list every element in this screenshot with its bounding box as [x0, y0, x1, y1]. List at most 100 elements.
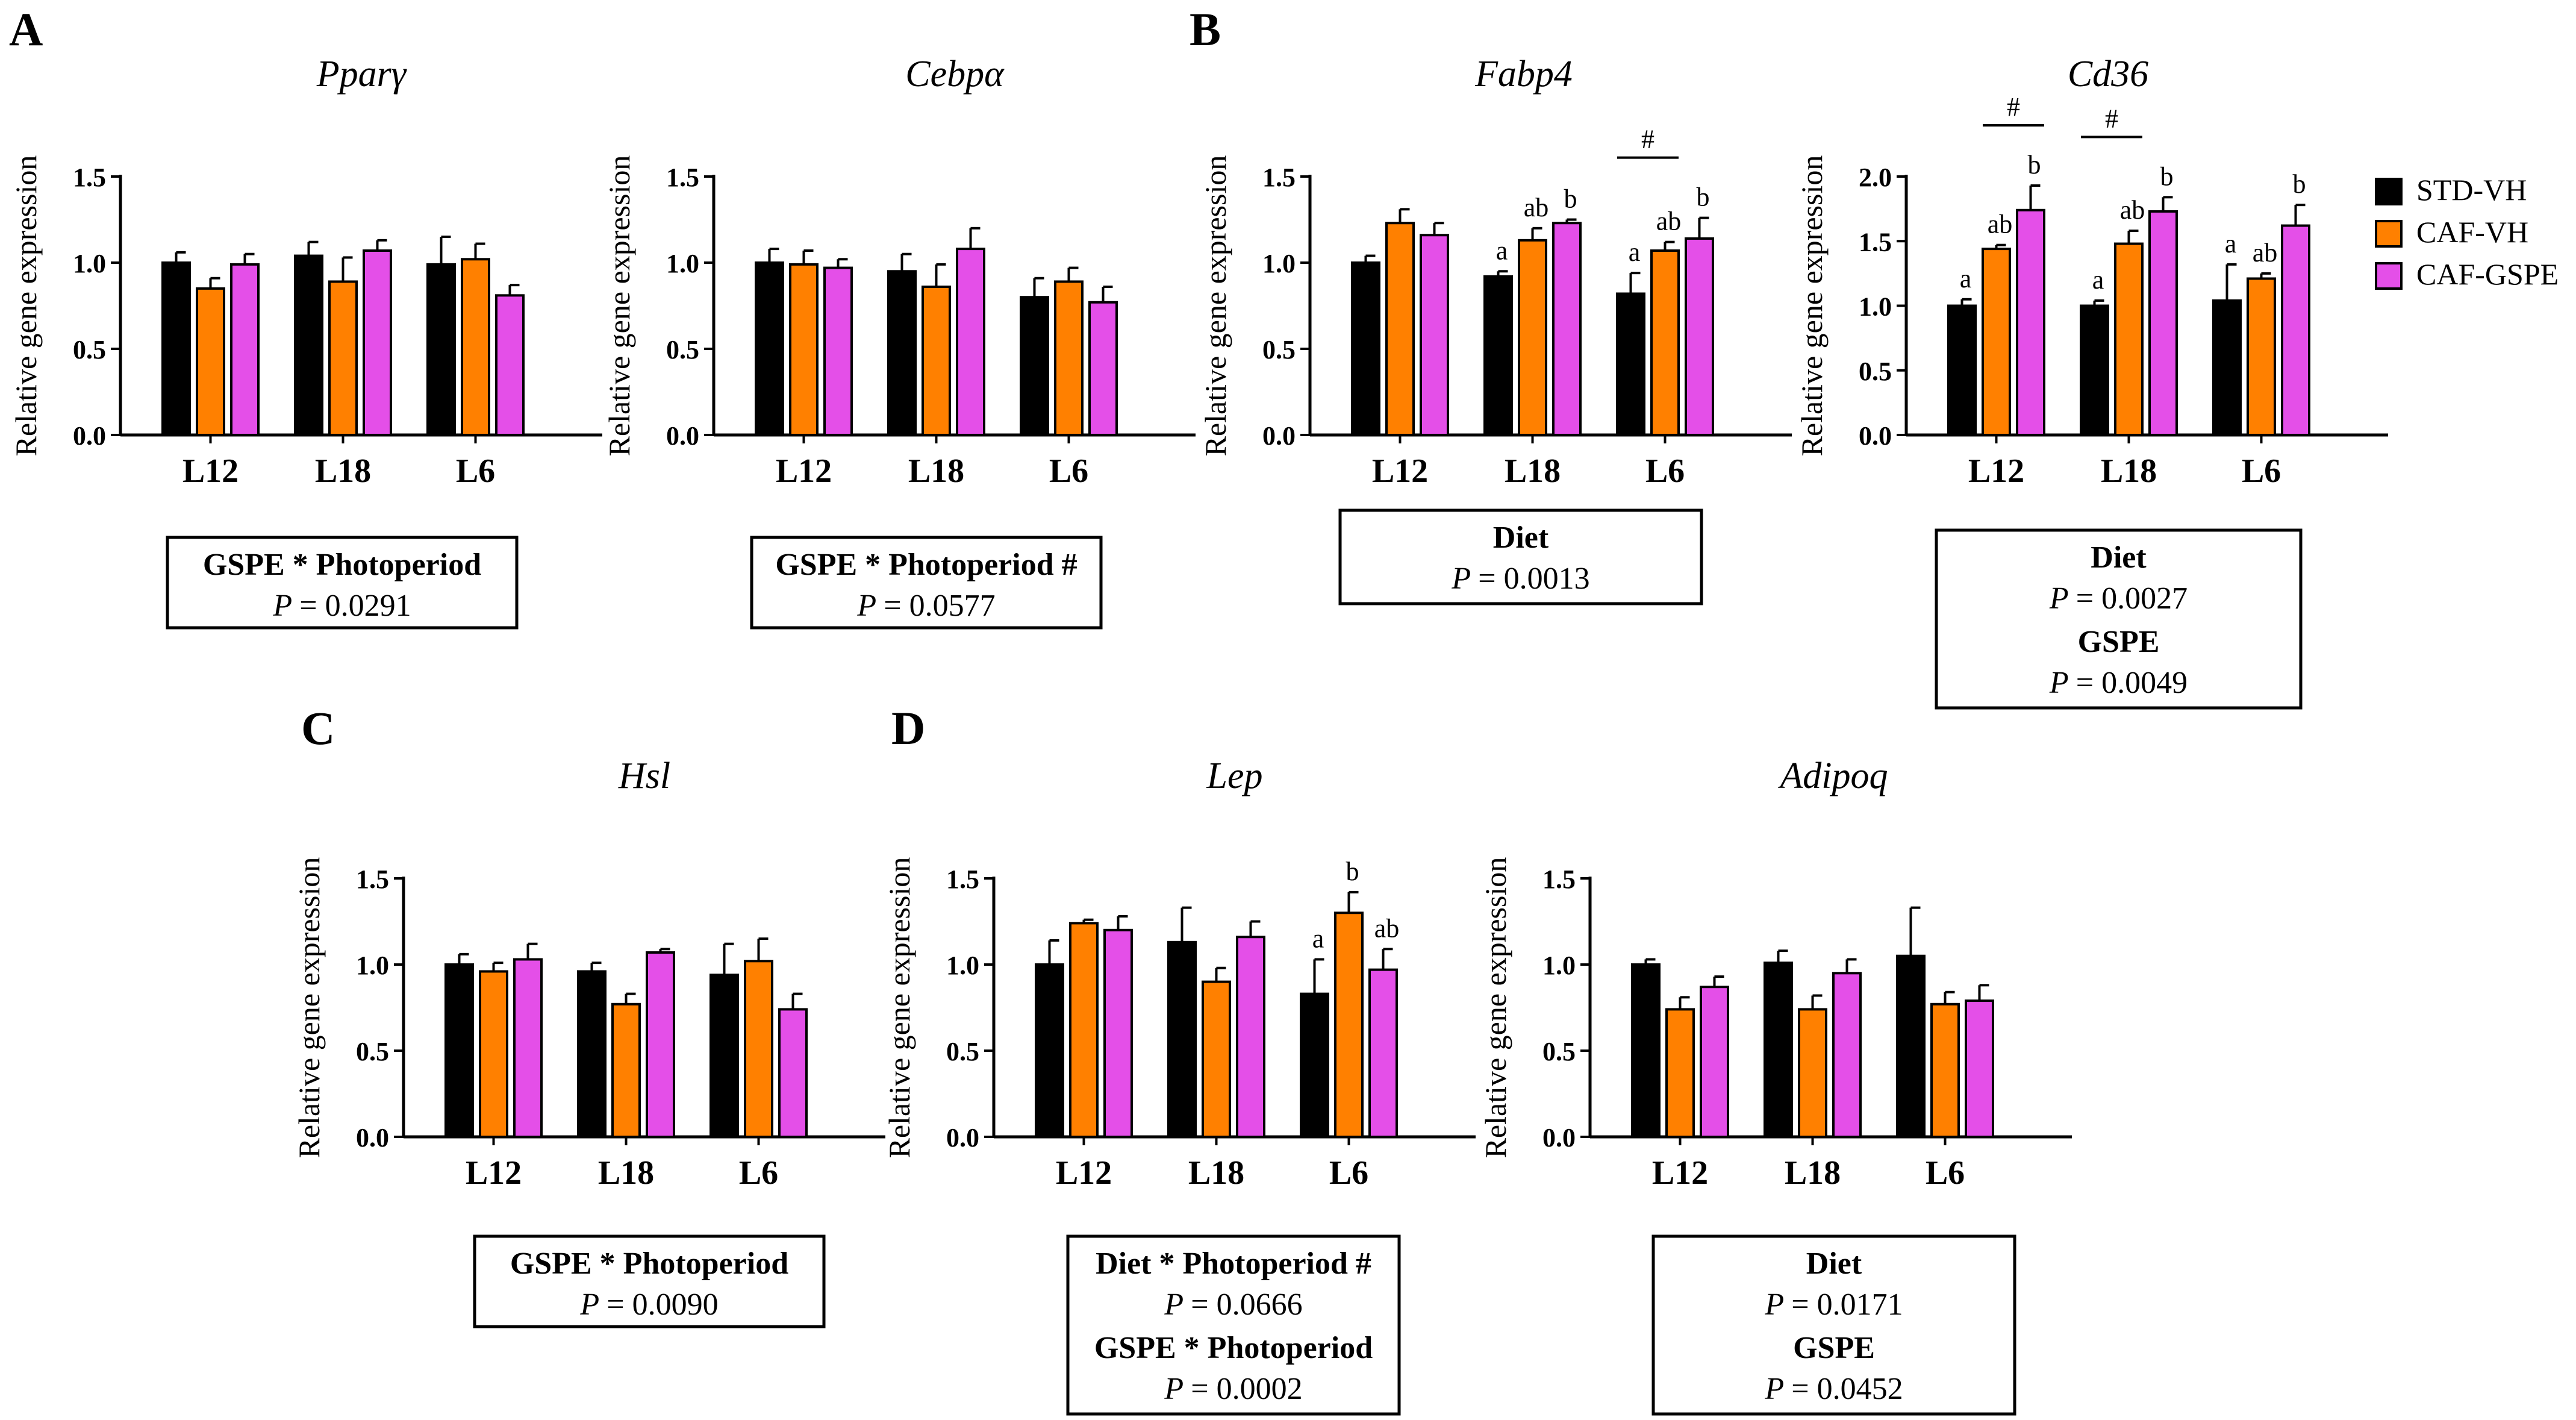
- y-tick-label: 1.0: [946, 951, 979, 980]
- bar: [161, 261, 191, 436]
- y-tick-label: 1.5: [1859, 227, 1892, 257]
- bar: [1665, 1008, 1695, 1138]
- p-value: = 0.0291: [299, 589, 411, 623]
- bar: [495, 294, 525, 436]
- legend-label-caf-vh: CAF-VH: [2416, 215, 2528, 249]
- y-tick-label: 0.0: [356, 1123, 389, 1153]
- p-symbol: P: [579, 1287, 607, 1322]
- stats-p-value: P = 0.0049: [2049, 666, 2188, 700]
- y-tick-label: 1.5: [1262, 163, 1296, 192]
- stats-box: [1066, 1234, 1401, 1416]
- y-tick-label: 1.5: [666, 163, 699, 192]
- x-tick-label: L18: [315, 452, 371, 490]
- bar: [744, 960, 773, 1139]
- y-tick-label: 2.0: [1859, 163, 1892, 192]
- bar: [1300, 992, 1329, 1138]
- stats-box: [473, 1234, 826, 1328]
- stats-p-value: P = 0.0090: [579, 1287, 718, 1322]
- p-symbol: P: [272, 589, 299, 623]
- y-axis-label: Relative gene expression: [1199, 155, 1232, 457]
- chart-4: Hsl Relative gene expression 0.0 0.5 1.0 1.5 L…: [292, 755, 885, 1328]
- bar: [577, 970, 607, 1138]
- p-symbol: P: [1451, 561, 1478, 596]
- bar: [922, 286, 951, 437]
- chart-3: Cd36 Relative gene expression 0.0 0.5 1.0 1.5…: [1795, 54, 2388, 710]
- significance-letter: a: [1960, 264, 1972, 293]
- p-value: = 0.0027: [2076, 581, 2188, 616]
- panel-letter-c: C: [301, 702, 335, 754]
- bar: [328, 280, 358, 436]
- bar: [1685, 237, 1714, 436]
- bar: [513, 958, 543, 1139]
- bar: [2247, 277, 2276, 436]
- p-symbol: P: [1764, 1287, 1791, 1322]
- y-tick-label: 0.5: [1859, 357, 1892, 386]
- bar: [789, 263, 819, 436]
- bar: [1518, 239, 1547, 436]
- stats-p-value: P = 0.0291: [272, 589, 411, 623]
- p-symbol: P: [1164, 1287, 1191, 1322]
- significance-letter: b: [2160, 161, 2174, 191]
- x-tick-label: L12: [1056, 1154, 1112, 1192]
- stats-label: Diet: [1806, 1246, 1862, 1281]
- stats-label: GSPE * Photoperiod: [510, 1246, 788, 1281]
- x-tick-label: L18: [598, 1154, 654, 1192]
- chart-title: Cebpα: [905, 54, 1005, 95]
- chart-title: Adipoq: [1777, 755, 1888, 796]
- bar: [1764, 962, 1793, 1138]
- legend-label-caf-gspe: CAF-GSPE: [2416, 257, 2559, 291]
- y-axis-label: Relative gene expression: [882, 857, 916, 1159]
- bar: [611, 1002, 641, 1139]
- bar: [1982, 248, 2011, 436]
- stats-label: GSPE: [2078, 625, 2160, 659]
- legend-swatch-std-vh: [2375, 178, 2403, 205]
- stats-p-value: P = 0.0027: [2049, 581, 2188, 616]
- stats-label: GSPE * Photoperiod: [203, 548, 481, 582]
- bar: [444, 963, 474, 1138]
- x-tick-label: L12: [1372, 452, 1428, 490]
- bar: [426, 263, 456, 436]
- panel-letter-a: A: [9, 3, 43, 55]
- x-tick-label: L6: [1926, 1154, 1965, 1192]
- charts: Pparγ Relative gene expression 0.0 0.5 1.0 1.…: [9, 54, 2388, 1416]
- significance-letter: ab: [2253, 238, 2278, 267]
- stats-p-value: P = 0.0666: [1164, 1287, 1302, 1322]
- bar: [1035, 963, 1064, 1138]
- bar: [1896, 954, 1926, 1138]
- bar: [1368, 968, 1398, 1138]
- stats-p-value: P = 0.0171: [1764, 1287, 1903, 1322]
- chart-1: Cebpα Relative gene expression 0.0 0.5 1.0 1.…: [602, 54, 1196, 630]
- bar: [1202, 980, 1231, 1138]
- p-value: = 0.0171: [1791, 1287, 1903, 1322]
- stats-label: GSPE * Photoperiod #: [775, 548, 1077, 582]
- p-value: = 0.0452: [1791, 1372, 1903, 1406]
- hash-mark: #: [2105, 104, 2118, 133]
- bar: [1650, 249, 1680, 436]
- bar: [1069, 922, 1099, 1138]
- stats-p-value: P = 0.0452: [1764, 1372, 1903, 1406]
- bar: [646, 951, 675, 1138]
- y-tick-label: 1.5: [946, 865, 979, 894]
- legend-swatch-caf-gspe: [2375, 262, 2403, 290]
- x-tick-label: L12: [466, 1154, 522, 1192]
- p-symbol: P: [2049, 666, 2076, 700]
- y-tick-label: 1.0: [1262, 249, 1296, 278]
- chart-title: Cd36: [2068, 54, 2148, 95]
- p-value: = 0.0002: [1191, 1372, 1302, 1406]
- significance-letter: ab: [1374, 913, 1400, 943]
- y-tick-label: 0.5: [73, 335, 106, 364]
- legend-swatch-caf-vh: [2375, 220, 2403, 248]
- significance-letter: b: [1564, 184, 1577, 214]
- x-tick-label: L12: [182, 452, 239, 490]
- y-axis-label: Relative gene expression: [1479, 857, 1512, 1159]
- stats-label: Diet * Photoperiod #: [1096, 1246, 1371, 1281]
- y-tick-label: 0.5: [946, 1037, 979, 1066]
- bar: [2212, 299, 2242, 437]
- significance-letter: b: [2028, 150, 2041, 180]
- bar: [778, 1008, 808, 1138]
- bar: [230, 263, 260, 436]
- significance-letter: ab: [1656, 207, 1682, 236]
- y-tick-label: 1.0: [73, 249, 106, 278]
- chart-2: Fabp4 Relative gene expression 0.0 0.5 1.0 1.…: [1199, 54, 1792, 605]
